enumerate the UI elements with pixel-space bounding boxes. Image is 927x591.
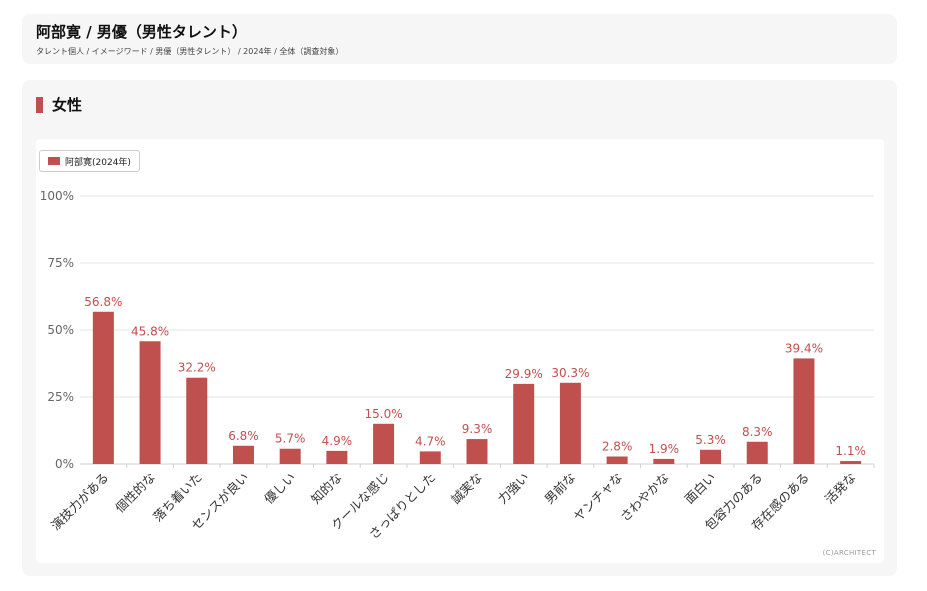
data-label: 9.3% (462, 422, 493, 436)
copyright-text: (C)ARCHITECT (822, 549, 876, 557)
data-label: 29.9% (505, 367, 543, 381)
x-category-label: さわやかな (617, 470, 672, 525)
bar[interactable] (466, 439, 488, 464)
data-label: 4.7% (415, 434, 446, 448)
data-label: 1.9% (649, 442, 680, 456)
data-label: 32.2% (178, 361, 216, 375)
bar[interactable] (746, 441, 768, 464)
bar[interactable] (840, 461, 862, 464)
bar[interactable] (186, 377, 208, 464)
x-category-label: 男前な (541, 470, 578, 507)
section-marker (36, 97, 43, 113)
chart-legend[interactable]: 阿部寛(2024年) (39, 150, 140, 172)
x-category-label: 演技力がある (48, 470, 112, 534)
bar[interactable] (139, 341, 161, 464)
bar[interactable] (279, 448, 301, 464)
data-label: 2.8% (602, 439, 633, 453)
y-tick-label: 100% (40, 189, 74, 203)
bar[interactable] (232, 445, 254, 464)
header-card: 阿部寛 / 男優（男性タレント） タレント個人 / イメージワード / 男優（男… (22, 14, 897, 64)
data-label: 8.3% (742, 425, 773, 439)
data-label: 5.3% (695, 433, 726, 447)
data-label: 30.3% (551, 366, 589, 380)
x-category-label: 知的な (308, 470, 345, 507)
data-label: 6.8% (228, 429, 259, 443)
breadcrumb: タレント個人 / イメージワード / 男優（男性タレント） / 2024年 / … (36, 47, 344, 56)
bar[interactable] (700, 449, 722, 464)
bar[interactable] (653, 458, 675, 464)
data-label: 56.8% (84, 295, 122, 309)
data-label: 15.0% (365, 407, 403, 421)
bar[interactable] (793, 358, 815, 464)
x-category-label: 個性的な (112, 470, 158, 516)
legend-label: 阿部寛(2024年) (65, 157, 131, 168)
x-category-label: 活発な (822, 470, 859, 507)
data-label: 39.4% (785, 341, 823, 355)
bar[interactable] (373, 423, 395, 464)
x-category-label: 力強い (495, 470, 532, 507)
y-tick-label: 25% (47, 390, 74, 404)
page-title: 阿部寛 / 男優（男性タレント） (36, 23, 247, 41)
y-tick-label: 50% (47, 323, 74, 337)
section-card: 女性 阿部寛(2024年) 0% 25% 50% 75% 100% 56.8% 演技力がある… (22, 80, 897, 576)
section-title: 女性 (52, 96, 83, 114)
x-category-label: 誠実な (448, 470, 485, 507)
bar[interactable] (606, 456, 628, 464)
x-category-label: ヤンチャな (571, 470, 626, 525)
bar[interactable] (92, 311, 114, 464)
bar[interactable] (419, 451, 441, 464)
bar[interactable] (513, 383, 535, 464)
data-label: 4.9% (322, 434, 353, 448)
legend-swatch (48, 157, 60, 165)
x-category-label: 優しい (261, 470, 298, 507)
chart-panel: 阿部寛(2024年) 0% 25% 50% 75% 100% 56.8% 演技力がある 45.… (36, 139, 884, 563)
bar-chart: 0% 25% 50% 75% 100% 56.8% 演技力がある 45.8% 個性的な 32.2%… (40, 189, 875, 542)
data-label: 5.7% (275, 432, 306, 446)
y-tick-label: 75% (47, 256, 74, 270)
y-tick-label: 0% (55, 457, 74, 471)
data-label: 1.1% (835, 444, 866, 458)
bar[interactable] (559, 382, 581, 464)
data-label: 45.8% (131, 324, 169, 338)
x-category-label: 面白い (682, 470, 719, 507)
bar[interactable] (326, 450, 348, 464)
